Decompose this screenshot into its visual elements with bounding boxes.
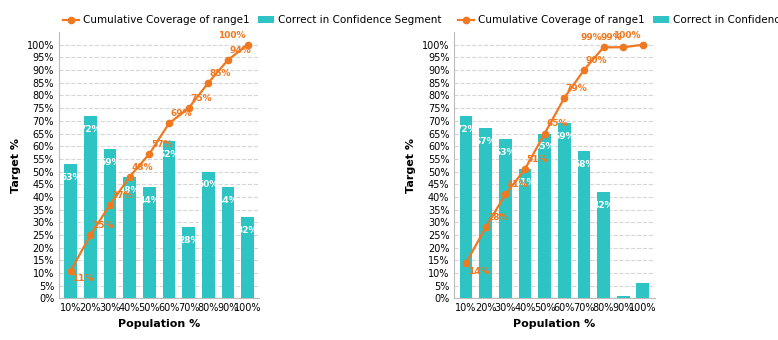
- Text: 44%: 44%: [217, 196, 239, 205]
- Text: 51%: 51%: [514, 178, 536, 187]
- Bar: [241, 217, 254, 299]
- Bar: [103, 149, 117, 299]
- Text: 69%: 69%: [170, 109, 192, 118]
- Text: 94%: 94%: [230, 46, 251, 55]
- Bar: [636, 283, 649, 299]
- Bar: [617, 296, 629, 299]
- Y-axis label: Target %: Target %: [11, 138, 21, 193]
- Bar: [143, 187, 156, 299]
- Text: 50%: 50%: [198, 181, 219, 189]
- Text: 62%: 62%: [158, 150, 180, 159]
- Legend: Cumulative Coverage of range1, Correct in Confidence Segment: Cumulative Coverage of range1, Correct i…: [454, 11, 778, 29]
- Bar: [182, 227, 195, 299]
- Text: 28%: 28%: [487, 214, 509, 222]
- X-axis label: Population %: Population %: [118, 319, 200, 329]
- Text: 37%: 37%: [112, 190, 133, 200]
- Bar: [124, 177, 136, 299]
- Text: 65%: 65%: [546, 119, 568, 129]
- Text: 14%: 14%: [468, 267, 489, 276]
- Text: 51%: 51%: [527, 155, 548, 164]
- Text: 99%: 99%: [581, 33, 602, 42]
- Text: 42%: 42%: [593, 201, 615, 210]
- Text: 100%: 100%: [218, 31, 246, 40]
- Y-axis label: Target %: Target %: [406, 138, 416, 193]
- Bar: [163, 141, 175, 299]
- Bar: [519, 169, 531, 299]
- Bar: [84, 116, 96, 299]
- Bar: [538, 134, 551, 299]
- Text: 11%: 11%: [72, 274, 94, 283]
- Text: 48%: 48%: [119, 186, 141, 194]
- Bar: [598, 192, 610, 299]
- Text: 28%: 28%: [178, 236, 199, 245]
- Bar: [65, 164, 77, 299]
- Text: 25%: 25%: [92, 221, 114, 230]
- Text: 99%: 99%: [601, 33, 622, 42]
- Text: 75%: 75%: [190, 94, 212, 103]
- Text: 69%: 69%: [553, 132, 575, 141]
- Text: 44%: 44%: [138, 196, 160, 205]
- Bar: [558, 123, 570, 299]
- Text: 58%: 58%: [573, 160, 594, 169]
- X-axis label: Population %: Population %: [513, 319, 595, 329]
- Bar: [460, 116, 472, 299]
- Text: 79%: 79%: [566, 84, 587, 93]
- Text: 59%: 59%: [100, 158, 121, 167]
- Text: 90%: 90%: [586, 56, 607, 65]
- Text: 32%: 32%: [237, 226, 258, 235]
- Text: 63%: 63%: [495, 148, 516, 156]
- Text: 72%: 72%: [455, 125, 477, 134]
- Bar: [499, 139, 512, 299]
- Text: 100%: 100%: [613, 31, 641, 40]
- Bar: [577, 151, 591, 299]
- Text: 48%: 48%: [131, 163, 153, 172]
- Bar: [222, 187, 234, 299]
- Text: 72%: 72%: [79, 125, 101, 134]
- Bar: [479, 129, 492, 299]
- Legend: Cumulative Coverage of range1, Correct in Confidence Segment: Cumulative Coverage of range1, Correct i…: [59, 11, 445, 29]
- Bar: [202, 172, 215, 299]
- Text: 57%: 57%: [151, 140, 173, 149]
- Text: 85%: 85%: [210, 69, 231, 78]
- Text: 65%: 65%: [534, 142, 555, 151]
- Text: 41%: 41%: [507, 181, 528, 189]
- Text: 67%: 67%: [475, 137, 496, 146]
- Text: 53%: 53%: [60, 173, 82, 182]
